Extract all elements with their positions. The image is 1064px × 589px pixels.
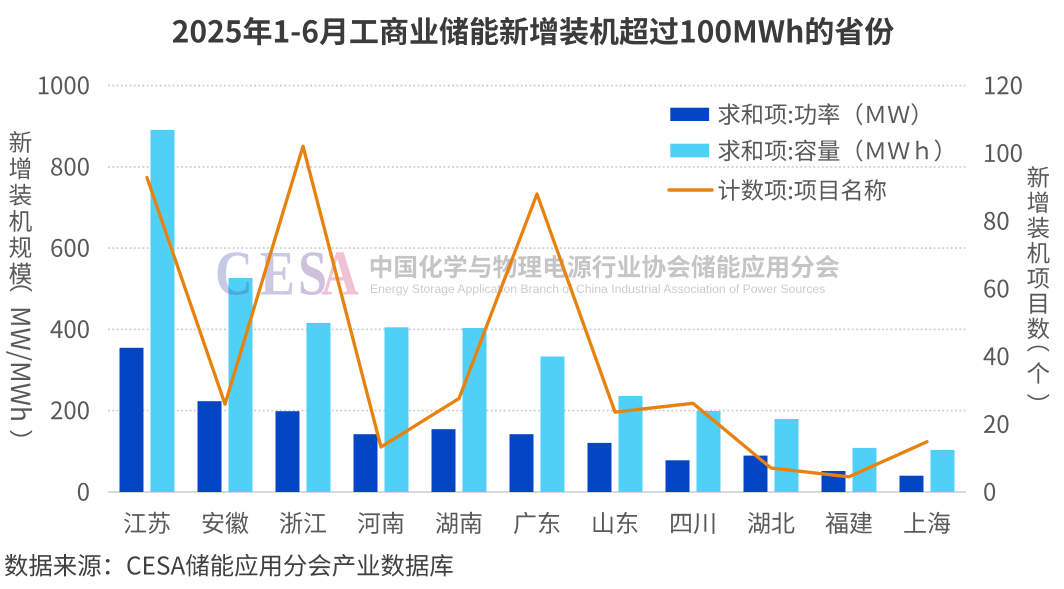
svg-text:C: C (215, 238, 253, 309)
svg-text:Energy Storage Application Bra: Energy Storage Application Branch of Chi… (370, 282, 825, 296)
svg-text:S: S (298, 238, 327, 309)
svg-text:A: A (321, 238, 359, 309)
